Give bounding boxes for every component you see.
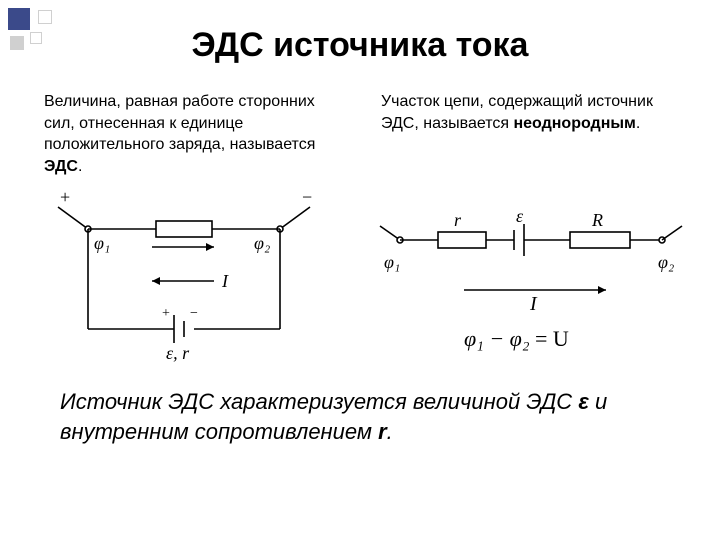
conclusion-text: Источник ЭДС характеризуется величиной Э…: [0, 369, 720, 446]
svg-text:φ₁ − φ₂ = U: φ₁ − φ₂ = U: [464, 326, 569, 351]
conclusion-eps: ε: [578, 389, 589, 414]
svg-text:−: −: [190, 306, 198, 321]
left-definition: Величина, равная работе сторонних сил, о…: [44, 91, 363, 177]
conclusion-r: r: [378, 419, 387, 444]
svg-text:r: r: [454, 210, 462, 230]
left-text-bold: ЭДС: [44, 158, 78, 175]
conclusion-3: .: [387, 419, 393, 444]
svg-text:I: I: [221, 271, 229, 291]
circuit-diagram-closed: + φ₁ − φ₂ I + − ε, r: [44, 189, 344, 369]
conclusion-1: Источник ЭДС характеризуется величиной Э…: [60, 389, 578, 414]
diagrams-row: + φ₁ − φ₂ I + − ε, r: [0, 189, 720, 369]
svg-text:ε: ε: [516, 206, 524, 226]
svg-text:+: +: [162, 306, 170, 321]
circuit-diagram-segment: r ε R φ₁ φ₂ I φ₁ − φ₂ = U: [344, 194, 694, 364]
right-definition: Участок цепи, содержащий источник ЭДС, н…: [363, 91, 682, 177]
svg-text:+: +: [60, 189, 70, 207]
right-text-bold: неоднородным: [513, 115, 635, 132]
left-text-1: Величина, равная работе сторонних сил, о…: [44, 93, 315, 153]
page-title: ЭДС источника тока: [0, 0, 720, 65]
left-text-2: .: [78, 158, 82, 175]
svg-text:φ₁: φ₁: [94, 233, 110, 253]
svg-text:φ₁: φ₁: [384, 252, 400, 272]
svg-text:ε, r: ε, r: [166, 343, 190, 363]
definition-columns: Величина, равная работе сторонних сил, о…: [0, 91, 720, 177]
svg-text:R: R: [591, 210, 603, 230]
svg-text:φ₂: φ₂: [658, 252, 674, 272]
right-text-2: .: [636, 115, 640, 132]
svg-text:I: I: [529, 293, 538, 315]
corner-decoration: [8, 8, 52, 30]
svg-text:−: −: [302, 189, 312, 207]
svg-text:φ₂: φ₂: [254, 233, 270, 253]
